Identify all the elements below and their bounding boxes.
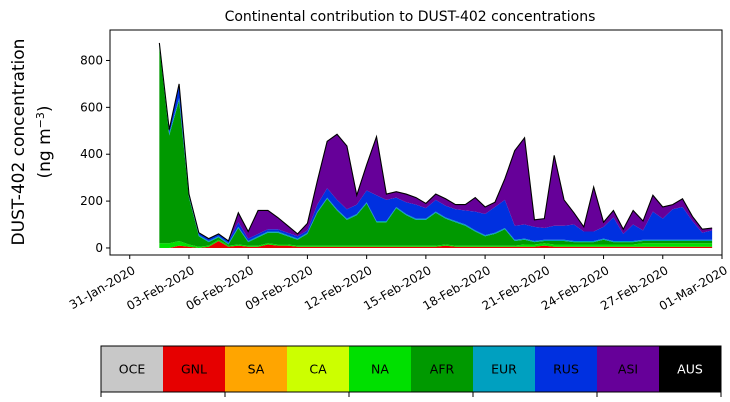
- legend-swatch-afr: [411, 346, 474, 392]
- y-tick-label: 600: [80, 100, 103, 114]
- legend-swatch-gnl: [163, 346, 226, 392]
- legend-label-sa: SA: [248, 362, 265, 377]
- legend-label-asi: ASI: [618, 362, 638, 377]
- area-na: [159, 239, 713, 248]
- legend-swatch-asi: [597, 346, 660, 392]
- legend-label-afr: AFR: [430, 362, 455, 377]
- y-axis-label-line2: (ng m−3): [34, 105, 56, 178]
- legend-swatch-eur: [473, 346, 536, 392]
- y-axis-unit-suffix: ): [35, 105, 55, 112]
- chart-title: Continental contribution to DUST-402 con…: [225, 9, 596, 25]
- legend-swatch-ca: [287, 346, 350, 392]
- legend-label-gnl: GNL: [181, 362, 207, 377]
- area-gnl: [159, 240, 713, 248]
- y-tick-label: 400: [80, 147, 103, 161]
- legend-swatch-aus: [659, 346, 722, 392]
- legend-frame: [100, 345, 722, 393]
- y-axis-label-line1: DUST-402 concentration: [9, 39, 29, 246]
- total-concentration-line: [158, 42, 713, 242]
- area-rus: [159, 42, 713, 244]
- area-afr: [159, 46, 713, 247]
- stacked-areas: [159, 42, 713, 248]
- y-axis: 0 200 400 600 800: [80, 53, 110, 255]
- legend-label-eur: EUR: [491, 362, 517, 377]
- legend-colorbar: OCE GNL SA CA NA AFR EUR RUS ASI AUS: [100, 345, 722, 397]
- x-axis: 31-Jan-202003-Feb-202006-Feb-202009-Feb-…: [67, 255, 730, 313]
- legend-label-rus: RUS: [553, 362, 579, 377]
- y-tick-label: 0: [95, 241, 103, 255]
- y-tick-label: 800: [80, 53, 103, 67]
- legend-swatch-oce: [101, 346, 164, 392]
- legend-swatch-sa: [225, 346, 288, 392]
- y-axis-label: DUST-402 concentration (ng m−3): [9, 39, 55, 246]
- y-axis-unit-exponent: −3: [34, 112, 47, 128]
- legend-label-ca: CA: [309, 362, 327, 377]
- legend-swatch-na: [349, 346, 412, 392]
- y-axis-unit-prefix: (ng m: [35, 128, 55, 178]
- y-tick-label: 200: [80, 194, 103, 208]
- legend-swatch-rus: [535, 346, 598, 392]
- legend-label-oce: OCE: [119, 362, 146, 377]
- plot-frame: [109, 29, 723, 256]
- legend-label-na: NA: [371, 362, 389, 377]
- legend-label-aus: AUS: [677, 362, 703, 377]
